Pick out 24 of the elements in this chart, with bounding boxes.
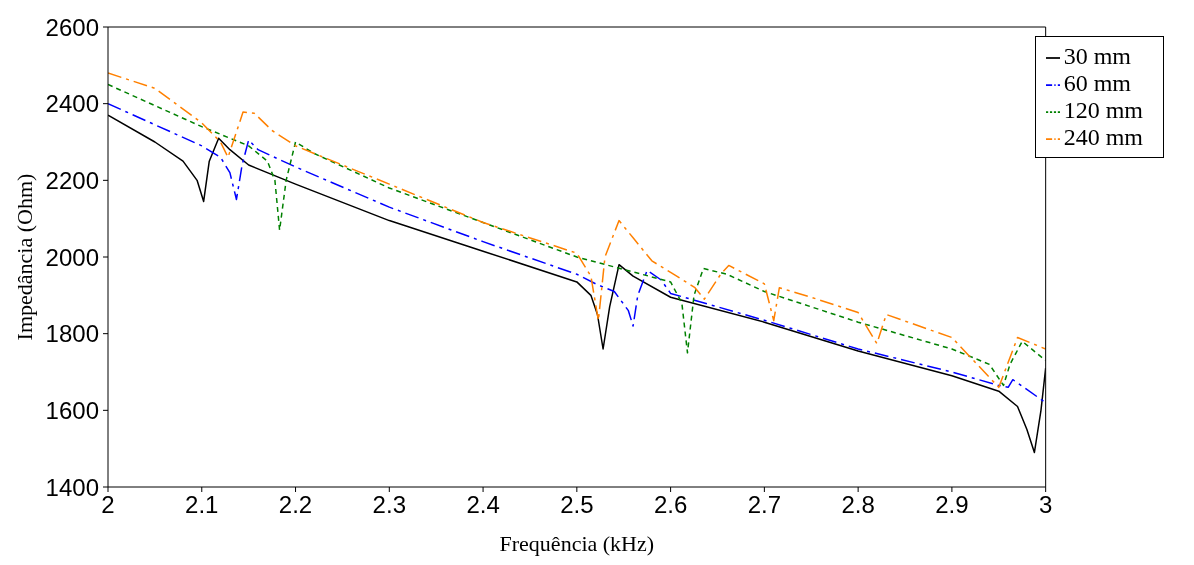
x-tick-label: 2.4 xyxy=(466,491,500,519)
y-tick-label: 1400 xyxy=(45,473,99,501)
x-tick-label: 2 xyxy=(101,491,115,519)
legend-label: 60 mm xyxy=(1063,70,1131,96)
y-tick-label: 2400 xyxy=(45,90,99,118)
legend-label: 240 mm xyxy=(1063,124,1143,150)
x-tick-label: 2.5 xyxy=(560,491,594,519)
x-tick-label: 2.6 xyxy=(653,491,688,519)
legend-label: 120 mm xyxy=(1063,97,1143,123)
x-axis-title: Frequência (kHz) xyxy=(499,530,655,556)
x-tick-label: 2.7 xyxy=(747,491,782,519)
y-tick-label: 2200 xyxy=(45,166,99,194)
y-tick-label: 1800 xyxy=(45,320,99,348)
y-tick-label: 2000 xyxy=(45,243,99,271)
y-tick-label: 1600 xyxy=(45,396,99,424)
y-axis-title: Impedância (Ohm) xyxy=(11,173,37,341)
x-tick-label: 2.1 xyxy=(185,491,219,519)
x-tick-label: 2.9 xyxy=(935,491,969,519)
x-tick-label: 2.2 xyxy=(278,491,313,519)
y-tick-label: 2600 xyxy=(45,13,99,41)
legend-label: 30 mm xyxy=(1063,43,1131,69)
x-tick-label: 3 xyxy=(1038,491,1053,519)
x-tick-label: 2.8 xyxy=(841,491,875,519)
x-tick-label: 2.3 xyxy=(372,491,406,519)
